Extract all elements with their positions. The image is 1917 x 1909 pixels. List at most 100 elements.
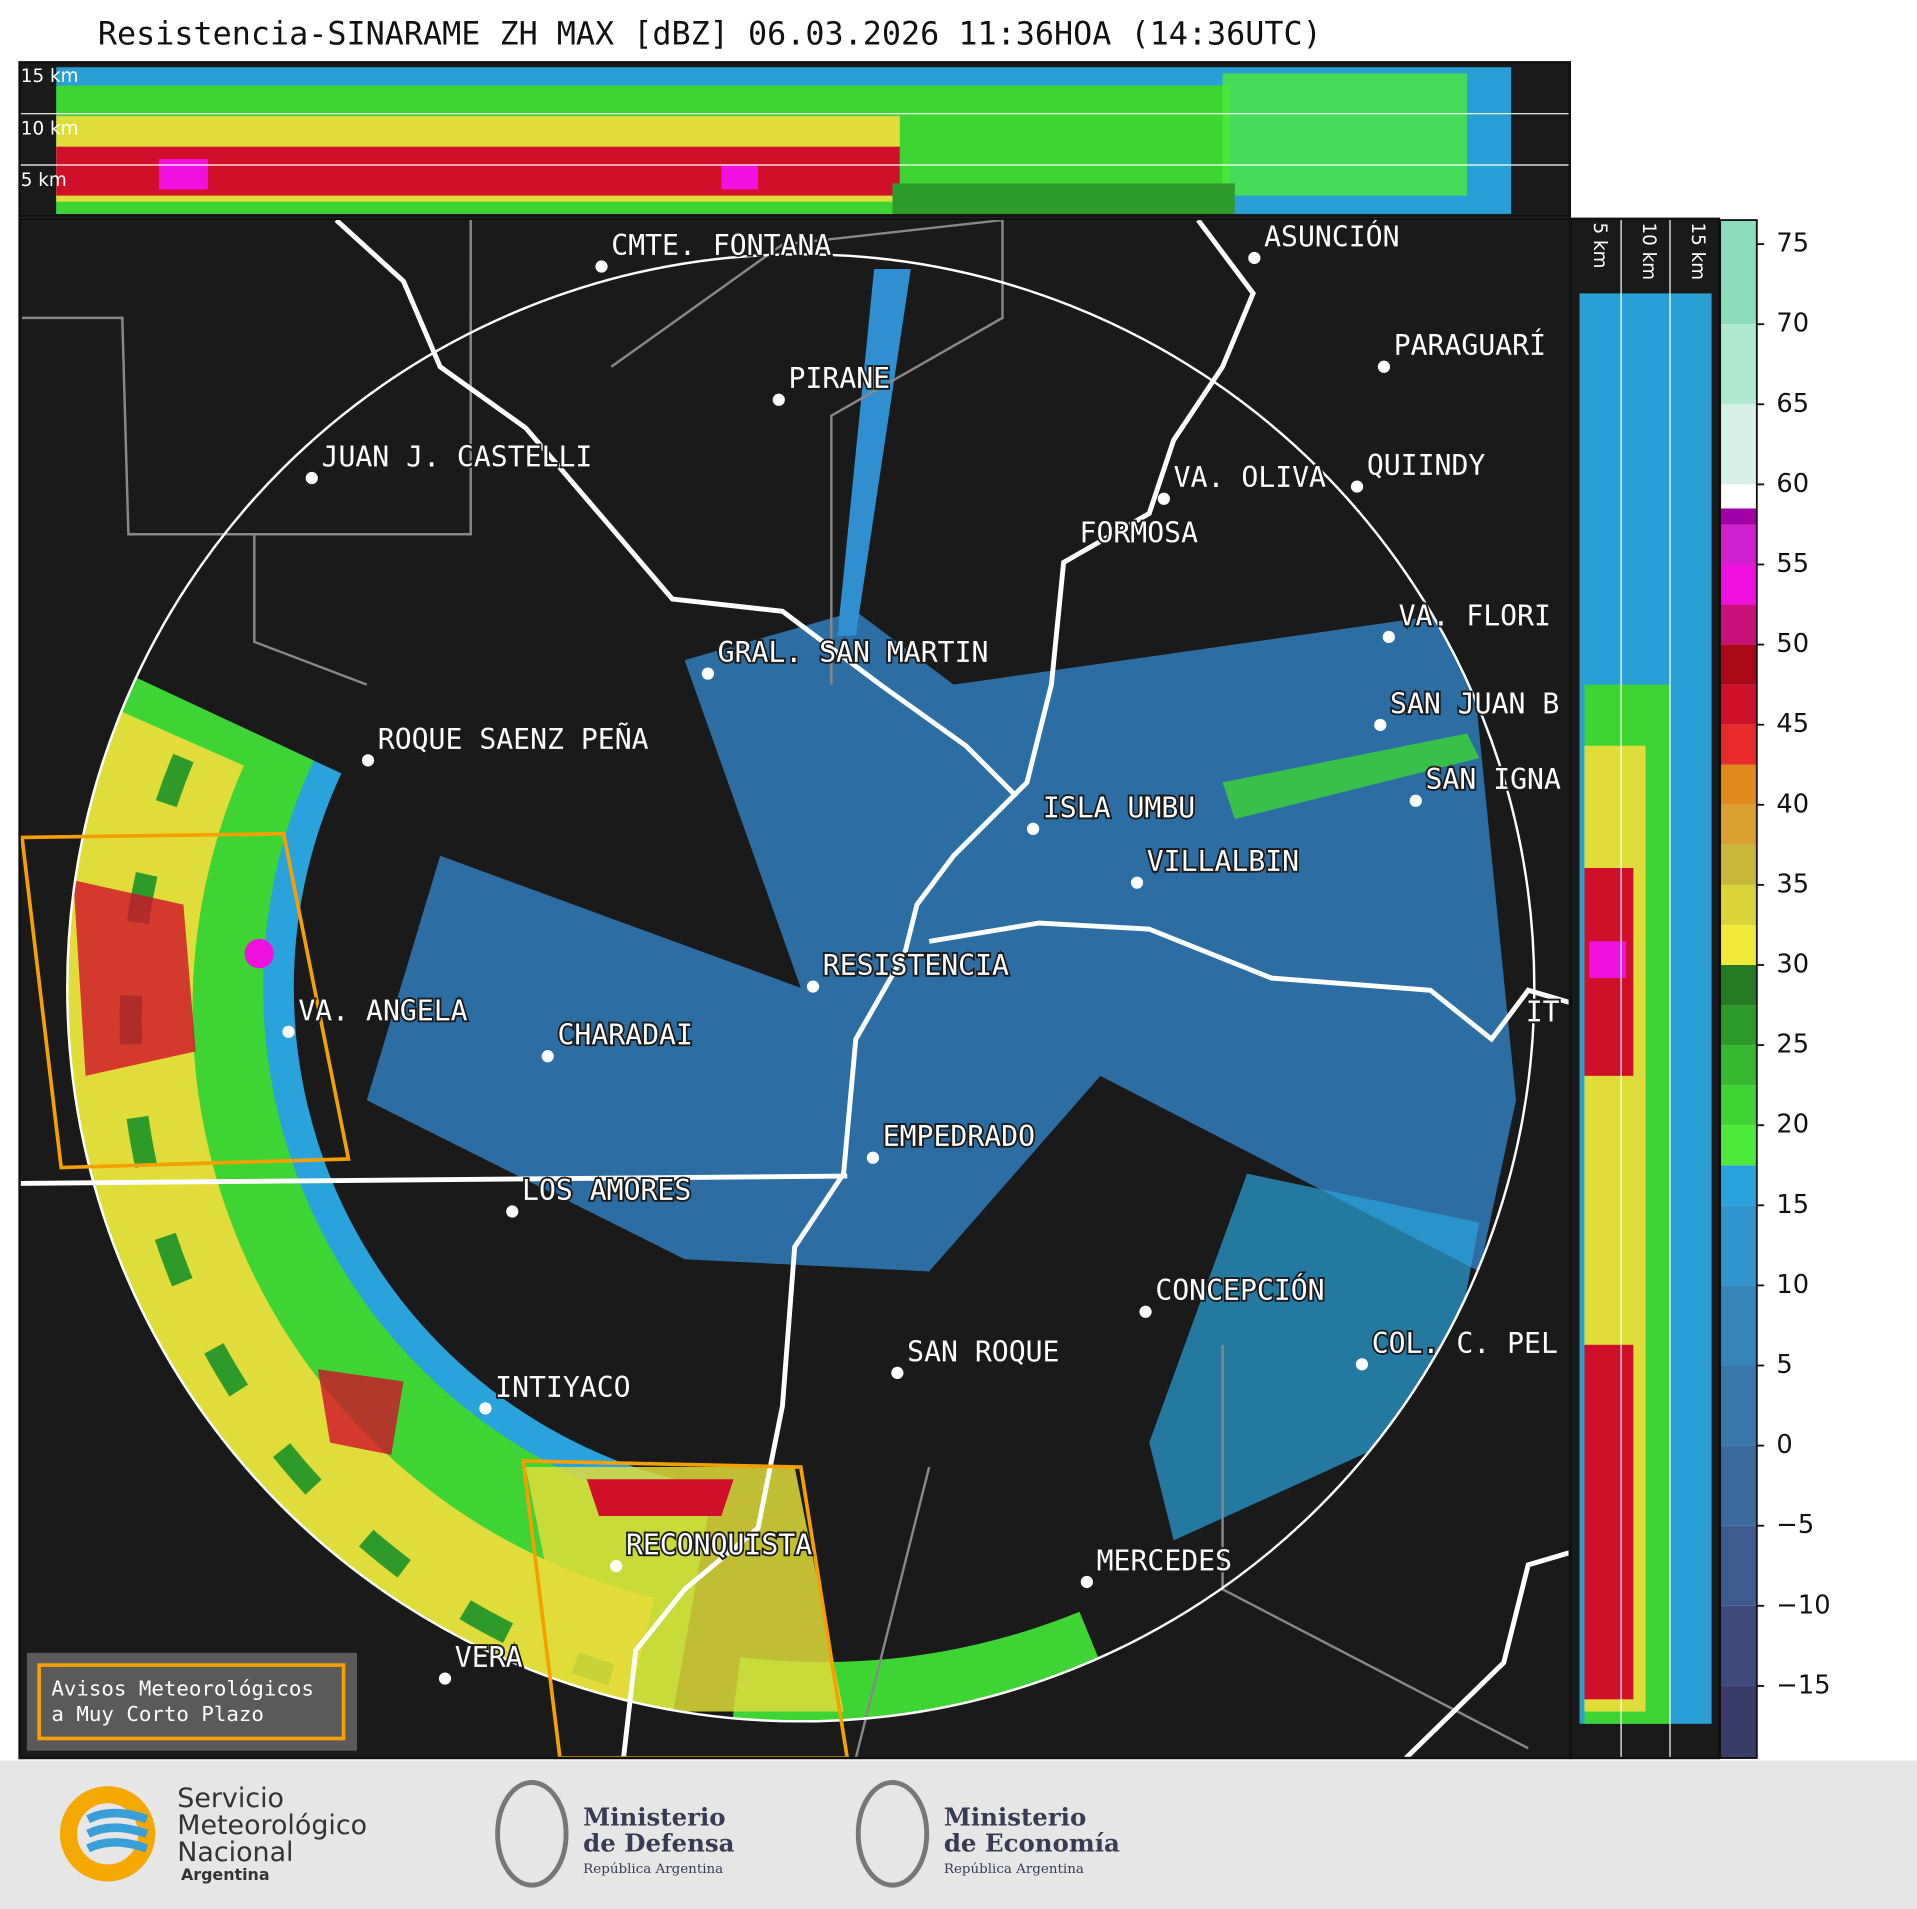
warning-legend-text: a Muy Corto Plazo bbox=[51, 1702, 264, 1726]
colorbar-tick-label: 40 bbox=[1776, 789, 1809, 819]
colorbar-band bbox=[1720, 1525, 1757, 1606]
city-label: GRAL. SAN MARTIN bbox=[718, 636, 989, 669]
city-dot bbox=[1080, 1575, 1093, 1589]
city-label: PARAGUARÍ bbox=[1394, 328, 1546, 362]
logo-text: Ministerio bbox=[944, 1803, 1086, 1832]
colorbar-band bbox=[1720, 1165, 1757, 1206]
echo bbox=[892, 183, 1235, 214]
height-label: 5 km bbox=[1589, 223, 1610, 269]
echo-blue bbox=[1149, 1173, 1480, 1541]
logo-text: Servicio bbox=[177, 1783, 284, 1814]
colorbar-band bbox=[1720, 644, 1757, 685]
colorbar-band bbox=[1720, 965, 1757, 1006]
city-label: VA. ANGELA bbox=[298, 994, 467, 1027]
colorbar-tick-label: 15 bbox=[1776, 1190, 1809, 1220]
city-dot bbox=[1377, 360, 1391, 373]
city-label: CMTE. FONTANA bbox=[611, 229, 831, 262]
colorbar-band bbox=[1720, 764, 1757, 805]
echo-green bbox=[1222, 733, 1480, 820]
colorbar-band bbox=[1720, 324, 1757, 405]
height-label: 10 km bbox=[1638, 223, 1659, 281]
city-label: ASUNCIÓN bbox=[1264, 219, 1399, 253]
echo bbox=[1584, 1344, 1634, 1700]
city-label: IT bbox=[1526, 995, 1560, 1028]
colorbar-tick-label: 50 bbox=[1776, 629, 1809, 659]
colorbar-frame bbox=[1719, 219, 1758, 1759]
footer-band bbox=[0, 1760, 1917, 1909]
river bbox=[334, 218, 1019, 1759]
city-label: MERCEDES bbox=[1097, 1544, 1232, 1577]
city-dot bbox=[282, 1025, 295, 1038]
city-dot bbox=[361, 754, 375, 767]
emblem bbox=[495, 1780, 569, 1888]
city-dot bbox=[701, 667, 714, 680]
city-label: RECONQUISTA bbox=[626, 1529, 812, 1562]
echo bbox=[158, 158, 208, 190]
logo-text: de Defensa bbox=[583, 1828, 734, 1857]
echo-magenta bbox=[244, 938, 274, 969]
colorbar-band bbox=[1720, 1285, 1757, 1366]
emblem bbox=[855, 1780, 930, 1888]
city-dot bbox=[1026, 822, 1040, 835]
colorbar-tick-label: 55 bbox=[1776, 549, 1809, 579]
echo bbox=[1222, 73, 1468, 196]
colorbar-band bbox=[1720, 484, 1757, 509]
city-dot bbox=[1139, 1305, 1152, 1318]
height-label: 10 km bbox=[21, 119, 79, 140]
colorbar-tick-label: 65 bbox=[1776, 389, 1809, 419]
colorbar-tick-label: −5 bbox=[1776, 1510, 1814, 1540]
city-dot bbox=[595, 260, 608, 273]
colorbar-band bbox=[1720, 220, 1757, 325]
colorbar-band bbox=[1720, 508, 1757, 525]
city-dot bbox=[1130, 876, 1144, 889]
city-dot bbox=[866, 1151, 880, 1164]
colorbar-band bbox=[1720, 1005, 1757, 1046]
colorbar-tick-label: 0 bbox=[1776, 1430, 1792, 1460]
colorbar-tick-label: 25 bbox=[1776, 1030, 1809, 1060]
city-dot bbox=[1409, 794, 1422, 807]
city-label: CHARADAI bbox=[558, 1019, 693, 1052]
height-label: 15 km bbox=[1687, 223, 1708, 281]
colorbar-band bbox=[1720, 1125, 1757, 1166]
colorbar-band bbox=[1720, 564, 1757, 605]
city-label: PIRANE bbox=[789, 362, 891, 395]
city-label: EMPEDRADO bbox=[883, 1120, 1035, 1153]
colorbar-tick-label: 10 bbox=[1776, 1270, 1809, 1300]
colorbar-tick-label: 30 bbox=[1776, 950, 1809, 980]
city-label: COL. C. PEL bbox=[1372, 1327, 1558, 1360]
warning-legend bbox=[26, 1652, 358, 1751]
colorbar: −15 −10 −5 0 5 10 15 20 25 30 35 40 45 50 55 60 65 70 75 bbox=[1719, 219, 1831, 1759]
logo-waves bbox=[86, 1808, 149, 1853]
smn-logo: Servicio Meteorológico Nacional Argentin… bbox=[59, 1783, 367, 1884]
city-dot bbox=[1374, 718, 1387, 732]
city-dot bbox=[305, 471, 318, 485]
logo-text: Meteorológico bbox=[177, 1810, 367, 1841]
echo bbox=[721, 165, 759, 190]
logo-text: de Economía bbox=[944, 1828, 1120, 1857]
cities: CMTE. FONTANA PIRANE JUAN J. CASTELLI ASUNC… bbox=[282, 219, 1563, 1685]
city-dot bbox=[541, 1050, 554, 1063]
colorbar-band bbox=[1720, 724, 1757, 765]
colorbar-tick-label: −15 bbox=[1776, 1670, 1830, 1700]
city-label: SAN IGNA bbox=[1426, 763, 1561, 796]
city-label: SAN ROQUE bbox=[907, 1335, 1059, 1368]
colorbar-band bbox=[1720, 524, 1757, 565]
side-section: 5 km 10 km 15 km bbox=[1570, 218, 1719, 1759]
panel-frame bbox=[1569, 217, 1721, 1760]
logo-text: República Argentina bbox=[944, 1862, 1084, 1877]
colorbar-band bbox=[1720, 684, 1757, 725]
city-label: VA. OLIVA bbox=[1174, 461, 1326, 494]
colorbar-band bbox=[1720, 1045, 1757, 1086]
colorbar-tick-label: −10 bbox=[1776, 1590, 1830, 1620]
map: CMTE. FONTANA PIRANE JUAN J. CASTELLI ASUNC… bbox=[19, 218, 1570, 1759]
colorbar-band bbox=[1720, 804, 1757, 845]
city-label: ROQUE SAENZ PEÑA bbox=[378, 722, 649, 756]
warning-legend-swatch bbox=[37, 1663, 346, 1741]
city-label: CONCEPCIÓN bbox=[1155, 1273, 1324, 1307]
colorbar-band bbox=[1720, 1445, 1757, 1526]
city-dot bbox=[1350, 480, 1364, 493]
city-label: VILLALBIN bbox=[1147, 845, 1299, 878]
colorbar-band bbox=[1720, 1085, 1757, 1126]
